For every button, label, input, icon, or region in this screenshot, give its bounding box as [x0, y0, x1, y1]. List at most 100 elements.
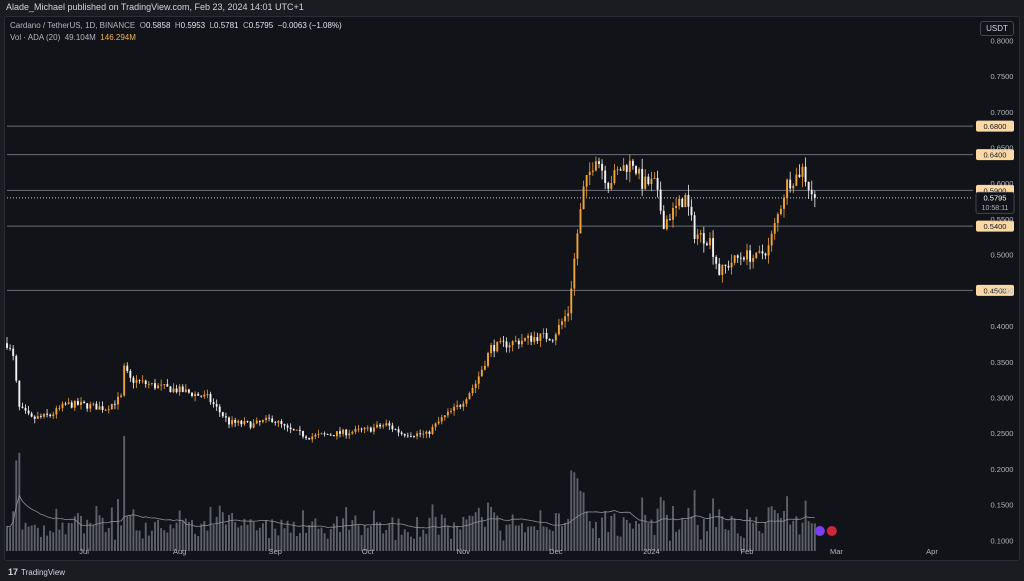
- candle-body: [755, 252, 758, 258]
- candle-body: [409, 436, 412, 437]
- open-label: O: [139, 21, 146, 30]
- volume-bar: [150, 530, 153, 551]
- volume-bar: [391, 517, 394, 551]
- volume-bar: [687, 507, 690, 551]
- price-axis: 0.8000 0.7500 0.7000 0.6500 0.6000 0.5500 0.50…: [991, 36, 1014, 545]
- candle-body: [243, 421, 246, 425]
- candle-body: [388, 423, 391, 426]
- candle-body: [147, 383, 150, 385]
- candle-body: [776, 214, 779, 224]
- candle-body: [804, 166, 807, 182]
- volume-bar: [30, 525, 33, 551]
- candle-body: [249, 421, 252, 428]
- high-value: 0.5953: [180, 21, 206, 30]
- time-tick-label: Apr: [926, 547, 938, 556]
- us-flag-icon: [826, 526, 837, 536]
- volume-bar: [261, 523, 264, 551]
- volume-bar: [348, 529, 351, 551]
- volume-bar: [305, 532, 308, 551]
- volume-bar: [339, 531, 341, 551]
- volume-bar: [434, 516, 437, 551]
- candle-body: [104, 409, 107, 411]
- time-tick-label: 2024: [643, 547, 660, 556]
- volume-bar: [98, 515, 101, 551]
- volume-bar: [779, 518, 782, 551]
- candle-body: [471, 388, 474, 394]
- price-tick-label: 0.7500: [991, 72, 1014, 81]
- candle-body: [527, 335, 530, 339]
- volume-bar: [215, 516, 218, 551]
- candle-body: [619, 169, 622, 171]
- volume-bar: [329, 529, 332, 551]
- candle-body: [616, 169, 619, 171]
- volume-bar: [542, 526, 545, 551]
- volume-bar: [107, 527, 110, 551]
- candle-body: [798, 174, 801, 177]
- candle-body: [382, 425, 385, 427]
- candle-body: [539, 333, 542, 341]
- currency-button[interactable]: USDT: [980, 21, 1014, 36]
- level-label-box: [976, 120, 1014, 132]
- volume-bar: [234, 522, 237, 551]
- candle-body: [644, 176, 647, 189]
- candle-body: [274, 421, 277, 423]
- candle-body: [135, 380, 138, 383]
- price-tick-label: 0.7000: [991, 108, 1014, 117]
- candle-body: [425, 431, 428, 434]
- candle-body: [110, 403, 113, 410]
- candle-body: [157, 385, 160, 389]
- volume-bar: [739, 536, 742, 551]
- candle-body: [721, 264, 724, 275]
- volume-bar: [440, 514, 443, 551]
- volume-bar: [684, 520, 687, 551]
- candle-body: [187, 389, 190, 393]
- candle-body: [400, 432, 403, 434]
- volume-bar: [783, 511, 785, 551]
- volume-bar: [110, 507, 113, 551]
- chart-panel[interactable]: 0.6800 0.6400 0.5900 0.5400 0.4500 0.5795 10:5…: [4, 16, 1020, 561]
- volume-bar: [625, 519, 628, 551]
- candle-body: [601, 163, 604, 171]
- candle-body: [311, 436, 314, 440]
- candle-body: [638, 168, 641, 174]
- candle-body: [67, 402, 70, 404]
- candle-body: [403, 433, 406, 436]
- candle-body: [511, 341, 514, 346]
- volume-bar: [650, 519, 653, 551]
- candle-body: [675, 205, 678, 209]
- volume-bar: [613, 513, 616, 551]
- volume-bar: [376, 522, 378, 551]
- volume-bar: [382, 533, 385, 551]
- candle-body: [715, 256, 718, 264]
- volume-bar: [311, 521, 314, 551]
- candlestick-chart[interactable]: 0.6800 0.6400 0.5900 0.5400 0.4500 0.5795 10:5…: [5, 17, 1021, 562]
- volume-bar: [24, 522, 27, 551]
- high-label: H: [174, 21, 181, 30]
- candle-body: [570, 288, 573, 314]
- candle-body: [200, 395, 203, 397]
- candle-body: [61, 403, 64, 408]
- candle-body: [545, 333, 548, 339]
- volume-bar: [372, 510, 375, 551]
- volume-bar: [126, 515, 129, 551]
- volume-bar: [147, 535, 150, 551]
- candle-body: [391, 425, 394, 430]
- volume-bar: [292, 521, 295, 551]
- volume-bar: [582, 492, 585, 551]
- volume-bar: [619, 536, 622, 551]
- candle-body: [89, 404, 92, 409]
- candle-body: [363, 427, 366, 430]
- candle-body: [588, 171, 591, 176]
- candle-body: [175, 388, 178, 393]
- volume-bar: [416, 517, 419, 551]
- candle-body: [24, 407, 27, 411]
- time-tick-label: Aug: [173, 547, 186, 556]
- volume-bar: [9, 527, 12, 551]
- volume-bar: [579, 490, 582, 551]
- candle-body: [530, 335, 533, 342]
- volume-bar: [576, 478, 579, 551]
- candle-body: [76, 401, 79, 405]
- volume-bar: [95, 506, 98, 551]
- volume-bar: [21, 529, 24, 551]
- candle-body: [52, 414, 55, 416]
